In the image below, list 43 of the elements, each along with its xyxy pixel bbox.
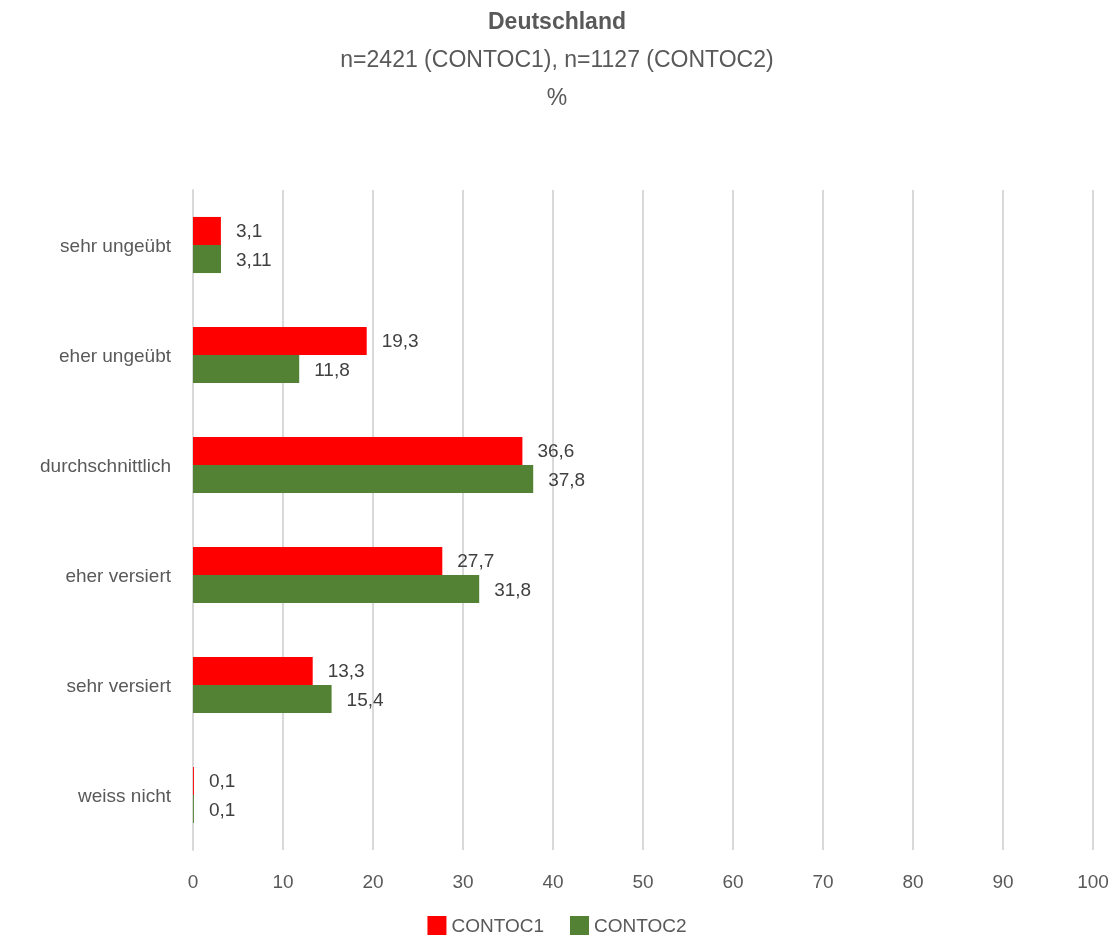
y-tick-label: sehr versiert <box>66 674 172 696</box>
x-tick-label: 10 <box>272 871 294 892</box>
bar <box>193 685 332 714</box>
bar <box>193 575 480 604</box>
y-tick-label: sehr ungeübt <box>60 234 172 256</box>
data-label: 0,1 <box>208 798 236 820</box>
data-label: 3,11 <box>235 248 272 270</box>
bar <box>193 326 367 355</box>
x-tick-label: 100 <box>1077 871 1109 892</box>
data-label: 13,3 <box>327 660 365 682</box>
data-label: 36,6 <box>537 440 575 462</box>
data-label: 3,1 <box>235 220 263 242</box>
bar <box>193 465 534 494</box>
bar <box>193 245 221 274</box>
bar <box>193 546 443 575</box>
x-tick-label: 70 <box>812 871 834 892</box>
data-label: 11,8 <box>314 358 350 380</box>
bar <box>193 436 523 465</box>
x-tick-label: 20 <box>362 871 384 892</box>
x-tick-label: 30 <box>452 871 474 892</box>
y-tick-label: eher versiert <box>65 564 172 586</box>
x-tick-label: 50 <box>632 871 654 892</box>
x-tick-label: 0 <box>187 871 199 892</box>
x-tick-label: 40 <box>542 871 564 892</box>
legend-label: CONTOC2 <box>594 915 687 936</box>
data-label: 0,1 <box>208 770 236 792</box>
y-tick-label: durchschnittlich <box>40 454 171 476</box>
data-label: 15,4 <box>346 688 385 710</box>
data-label: 19,3 <box>381 330 419 352</box>
x-tick-label: 90 <box>992 871 1014 892</box>
legend-label: CONTOC1 <box>451 915 545 936</box>
bar <box>193 355 300 384</box>
data-label: 27,7 <box>457 550 495 572</box>
x-tick-label: 60 <box>722 871 744 892</box>
data-label: 37,8 <box>548 468 586 490</box>
bar <box>193 656 313 685</box>
data-label: 31,8 <box>494 578 532 600</box>
chart-subtitle: n=2421 (CONTOC1), n=1127 (CONTOC2) % <box>340 46 774 110</box>
y-tick-label: weiss nicht <box>77 784 172 806</box>
bar <box>193 216 221 245</box>
chart-title: Deutschland <box>487 7 627 34</box>
y-tick-label: eher ungeübt <box>59 344 172 366</box>
x-tick-label: 80 <box>902 871 924 892</box>
